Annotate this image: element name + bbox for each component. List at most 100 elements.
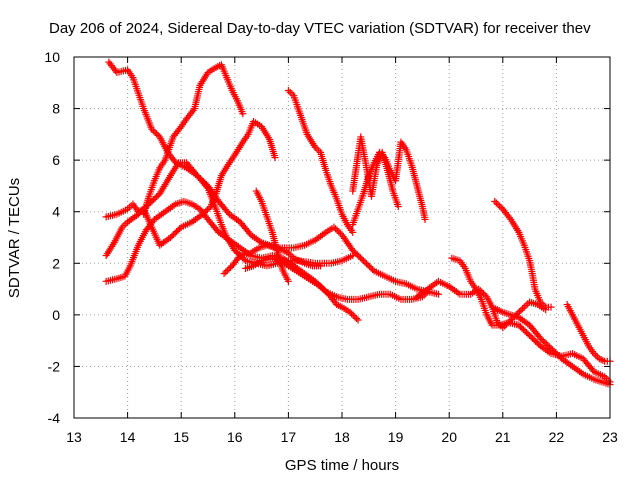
data-point — [176, 225, 184, 233]
y-tick-label: 8 — [52, 101, 60, 117]
data-point — [354, 316, 362, 324]
chart-title: Day 206 of 2024, Sidereal Day-to-day VTE… — [49, 20, 591, 37]
data-point — [434, 290, 442, 298]
data-point — [239, 110, 247, 118]
data-point — [173, 228, 181, 236]
data-point — [318, 284, 326, 292]
data-point — [286, 88, 294, 96]
data-point — [346, 308, 354, 316]
data-point — [151, 194, 159, 202]
data-point — [353, 251, 361, 259]
data-point — [168, 232, 176, 240]
data-point — [222, 268, 230, 276]
data-point — [547, 344, 555, 352]
data-point — [349, 252, 357, 260]
data-point — [320, 286, 328, 294]
x-tick-label: 19 — [388, 429, 404, 445]
data-point — [366, 263, 374, 271]
x-axis-label: GPS time / hours — [285, 457, 399, 474]
data-point — [355, 252, 363, 260]
data-point — [358, 255, 366, 263]
data-point — [394, 203, 402, 211]
x-tick-label: 14 — [120, 429, 136, 445]
series-arc-11 — [349, 138, 429, 229]
data-point — [529, 334, 537, 342]
y-tick-label: 10 — [44, 49, 60, 65]
axis-ticks — [73, 56, 611, 419]
data-point — [519, 326, 527, 334]
y-tick-label: 4 — [52, 204, 60, 220]
data-point — [492, 199, 500, 207]
data-point — [549, 346, 557, 354]
x-tick-labels: 13 14 15 16 17 18 19 20 21 22 23 — [66, 429, 618, 445]
data-point — [491, 197, 499, 205]
series-arc-8 — [242, 254, 362, 324]
data-point — [352, 314, 360, 322]
x-tick-label: 17 — [281, 429, 297, 445]
x-tick-label: 16 — [227, 429, 243, 445]
x-tick-label: 15 — [173, 429, 189, 445]
data-point — [350, 248, 358, 256]
data-point — [518, 324, 526, 332]
data-point — [496, 202, 504, 210]
data-point — [223, 267, 231, 275]
data-point — [553, 350, 561, 358]
data-point — [520, 303, 528, 311]
data-point — [481, 291, 489, 299]
data-point — [335, 228, 343, 236]
data-point — [323, 289, 331, 297]
data-point — [227, 263, 235, 271]
data-point — [170, 231, 178, 239]
data-point — [349, 311, 357, 319]
series-arc-13 — [448, 254, 614, 386]
data-point — [333, 226, 341, 234]
data-point — [539, 337, 547, 345]
y-tick-label: -2 — [48, 358, 61, 374]
data-point — [225, 265, 233, 273]
y-tick-label: 2 — [52, 255, 60, 271]
data-point — [203, 206, 211, 214]
series-arc-10 — [349, 133, 402, 211]
data-point — [112, 67, 120, 75]
data-point — [552, 349, 560, 357]
x-tick-label: 21 — [495, 429, 511, 445]
data-point — [516, 323, 524, 331]
data-point — [363, 260, 371, 268]
data-point — [166, 234, 174, 241]
series-arc-4 — [102, 117, 279, 249]
data-point — [519, 305, 527, 313]
data-point — [200, 209, 208, 217]
data-point — [321, 287, 329, 295]
data-point — [171, 229, 179, 237]
data-point — [542, 340, 550, 348]
y-tick-label: 6 — [52, 152, 60, 168]
data-point — [317, 262, 325, 270]
data-point — [174, 226, 182, 234]
data-point — [148, 197, 156, 205]
series-arc-14 — [491, 197, 555, 311]
data-point — [533, 339, 541, 347]
data-point — [150, 196, 158, 204]
data-point — [530, 336, 538, 344]
data-point — [599, 356, 607, 364]
data-point — [153, 193, 161, 201]
data-point — [205, 204, 213, 212]
x-tick-label: 22 — [549, 429, 565, 445]
data-point — [506, 214, 513, 222]
data-point — [532, 337, 540, 345]
series-arc-12 — [413, 277, 550, 332]
data-point — [202, 207, 210, 215]
data-point — [526, 331, 534, 339]
data-point — [523, 329, 531, 337]
data-point — [369, 266, 377, 274]
series-arc-15 — [488, 303, 614, 388]
data-point — [349, 228, 357, 236]
data-point — [546, 343, 554, 351]
data-point — [151, 128, 159, 136]
data-point — [367, 264, 375, 272]
data-point — [231, 246, 239, 254]
data-point — [515, 321, 523, 329]
data-point — [521, 327, 529, 335]
data-point — [361, 258, 369, 266]
